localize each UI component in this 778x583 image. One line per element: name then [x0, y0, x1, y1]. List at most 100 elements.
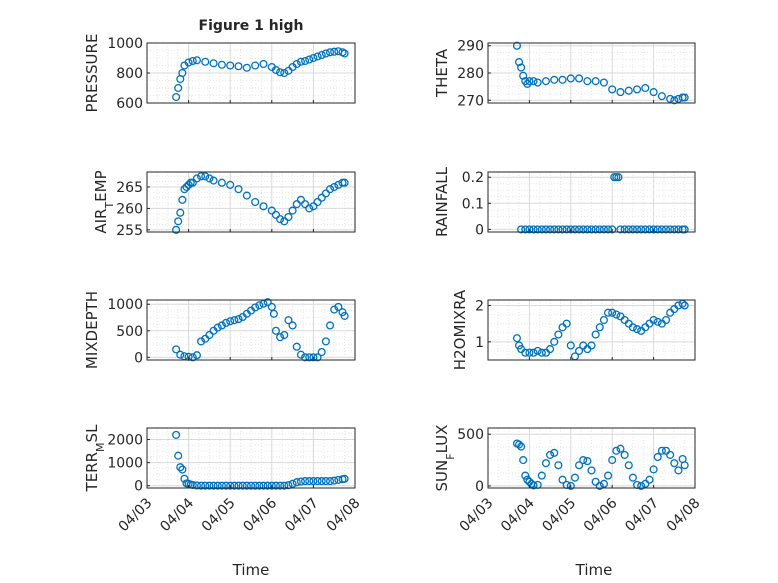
data-point — [209, 176, 218, 185]
data-point — [325, 48, 335, 57]
data-point — [230, 316, 239, 325]
data-point — [558, 75, 567, 84]
data-point — [583, 77, 592, 86]
data-point — [251, 481, 260, 490]
data-point — [176, 208, 185, 217]
y-tick-label: 600 — [116, 96, 143, 112]
y-tick-label: 290 — [457, 39, 484, 55]
data-point — [628, 473, 637, 482]
data-point — [271, 326, 281, 335]
data-point — [226, 317, 235, 326]
data-point — [317, 50, 326, 60]
data-point — [649, 465, 658, 474]
data-point — [550, 448, 559, 457]
data-point — [217, 60, 226, 69]
data-point — [632, 325, 642, 334]
data-point — [628, 323, 637, 332]
data-point — [657, 225, 666, 234]
data-point — [519, 71, 528, 80]
data-point — [525, 225, 534, 234]
y-axis-label: RAINFALL — [433, 166, 451, 237]
data-point — [575, 225, 584, 234]
data-point — [670, 225, 679, 234]
data-point — [637, 481, 646, 490]
data-point — [251, 61, 260, 70]
data-point — [178, 195, 187, 204]
data-point — [251, 303, 260, 312]
axes-box — [146, 427, 356, 489]
data-point — [330, 47, 339, 56]
subplot-h2omixra: 1 2 H2OMIXRA — [451, 289, 696, 370]
data-point — [529, 225, 538, 234]
data-point — [624, 461, 633, 470]
data-point — [620, 450, 629, 459]
data-point — [533, 225, 542, 234]
data-point — [172, 92, 181, 102]
data-point — [309, 53, 318, 63]
y-tick-label: 270 — [457, 93, 484, 109]
data-point — [182, 182, 191, 192]
data-point — [649, 225, 658, 234]
data-point — [280, 68, 289, 78]
y-tick-label: 1000 — [107, 456, 143, 472]
data-point — [554, 330, 563, 339]
y-tick-label: 0.1 — [462, 196, 484, 212]
data-point — [197, 172, 206, 181]
data-point — [666, 94, 675, 103]
data-point — [325, 477, 335, 486]
data-point — [317, 347, 326, 357]
data-point — [587, 341, 596, 350]
data-point — [296, 350, 305, 359]
data-point — [661, 315, 671, 325]
data-point — [666, 450, 675, 459]
data-point — [188, 353, 197, 362]
data-point — [292, 478, 301, 487]
data-point — [680, 301, 689, 310]
y-tick-label: 500 — [457, 427, 484, 443]
data-point — [188, 56, 197, 66]
data-point — [583, 457, 592, 466]
data-point — [238, 481, 247, 490]
data-point — [255, 301, 264, 310]
data-point — [305, 353, 314, 362]
data-point — [550, 225, 559, 234]
data-point — [546, 225, 555, 234]
data-point — [583, 225, 592, 234]
data-point — [632, 225, 642, 234]
data-point — [566, 225, 575, 234]
data-point — [280, 330, 289, 340]
data-point — [263, 298, 272, 307]
data-point — [680, 225, 689, 234]
data-point — [587, 225, 596, 234]
data-point — [616, 225, 625, 234]
y-tick-label: 0.2 — [462, 170, 484, 186]
y-axis-label: AIRTEMP — [92, 170, 116, 233]
data-point — [529, 481, 538, 490]
data-point — [591, 225, 600, 234]
data-point — [309, 202, 318, 211]
y-tick-label: 800 — [116, 66, 143, 82]
data-point — [657, 446, 666, 455]
data-point — [313, 197, 322, 207]
data-point — [537, 471, 546, 480]
data-point — [276, 333, 285, 342]
data-point — [296, 195, 305, 204]
data-point — [612, 310, 621, 319]
data-point — [566, 74, 575, 83]
y-tick-label: 0 — [134, 479, 143, 495]
data-point — [234, 315, 243, 324]
data-point — [612, 446, 621, 455]
data-point — [226, 61, 235, 70]
y-tick-label: 1000 — [107, 36, 143, 52]
data-point — [255, 481, 264, 490]
data-point — [340, 178, 349, 187]
data-point — [653, 225, 662, 234]
subplot-rainfall: 0 0.1 0.2 RAINFALL — [433, 166, 696, 238]
data-point — [180, 474, 189, 483]
data-point — [628, 225, 637, 234]
data-point — [514, 58, 524, 67]
data-point — [205, 481, 214, 490]
data-point — [178, 68, 187, 78]
data-point — [566, 341, 575, 350]
y-axis-label: THETA — [433, 48, 451, 98]
